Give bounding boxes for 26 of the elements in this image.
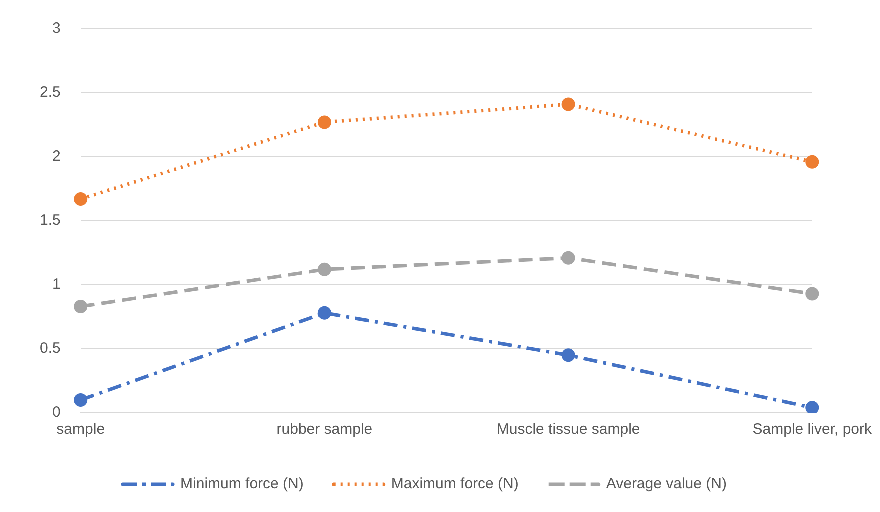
- x-tick-label: Sample liver, pork: [752, 421, 872, 438]
- point: [318, 116, 332, 130]
- y-tick-label: 2: [52, 148, 61, 166]
- point: [74, 393, 88, 407]
- point: [806, 401, 820, 413]
- legend-label: Minimum force (N): [180, 476, 304, 493]
- y-tick-label: 3: [52, 20, 61, 38]
- point: [562, 251, 576, 265]
- y-tick-label: 0.5: [40, 340, 61, 358]
- point: [318, 306, 332, 320]
- x-tick-label: sample: [56, 421, 106, 438]
- point: [806, 287, 820, 301]
- y-tick-label: 1.5: [40, 212, 61, 230]
- legend-label: Maximum force (N): [391, 476, 519, 493]
- point: [74, 192, 88, 206]
- x-tick-label: rubber sample: [276, 421, 373, 438]
- point: [74, 300, 88, 314]
- legend-label: Average value (N): [606, 476, 727, 493]
- y-tick-label: 1: [52, 276, 61, 294]
- x-tick-label: Muscle tissue sample: [496, 421, 640, 438]
- point: [318, 262, 332, 276]
- point: [806, 155, 820, 169]
- y-tick-label: 2.5: [40, 84, 61, 102]
- point: [562, 98, 576, 112]
- y-tick-label: 0: [52, 404, 61, 422]
- point: [562, 348, 576, 362]
